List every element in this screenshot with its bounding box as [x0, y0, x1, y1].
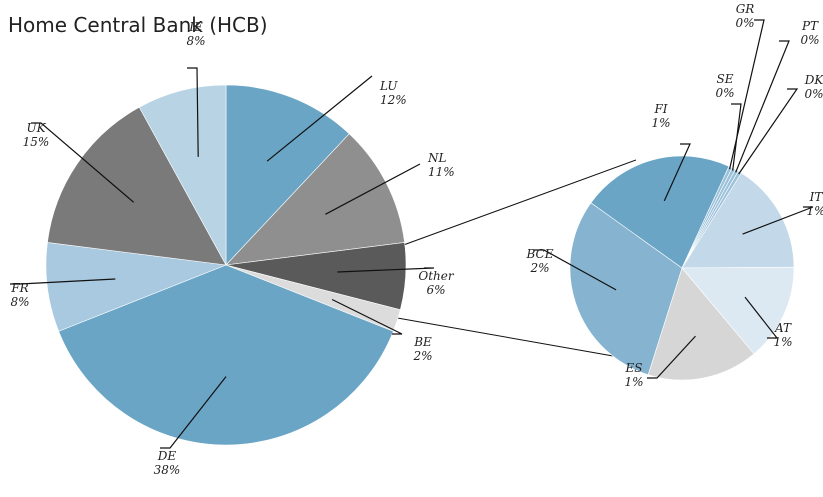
main-leader-uk: [31, 122, 135, 203]
other-label-es: ES: [625, 361, 643, 375]
other-slice-fi: [590, 155, 730, 269]
main-slice-de: [58, 264, 394, 446]
main-value-uk: 15%: [23, 135, 50, 149]
connector-lines: [385, 159, 637, 357]
main-leader-lu: [266, 75, 373, 162]
other-label-at: AT: [774, 321, 792, 335]
other-value-it: 1%: [806, 204, 823, 218]
main-slice-fr: [45, 242, 227, 332]
other-leader-at: [744, 296, 779, 339]
main-pie: [45, 84, 407, 446]
other-value-es: 1%: [624, 375, 643, 389]
connector-upper: [397, 159, 637, 248]
main-label-be: BE: [413, 335, 432, 349]
main-leader-be: [331, 298, 403, 335]
main-label-de: DE: [157, 449, 177, 463]
main-label-fr: FR: [10, 281, 28, 295]
other-label-bce: BCE: [526, 247, 554, 261]
main-value-de: 38%: [154, 463, 181, 477]
main-label-ie: IE: [188, 20, 203, 34]
main-value-ie: 8%: [186, 34, 205, 48]
other-leader-it: [742, 206, 814, 235]
main-value-nl: 11%: [428, 165, 455, 179]
connector-lower: [385, 315, 614, 357]
other-value-se: 0%: [715, 86, 734, 100]
main-slice-lu: [225, 84, 350, 266]
chart-title: Home Central Bank (HCB): [8, 13, 268, 37]
main-value-other: 6%: [426, 283, 445, 297]
other-value-fi: 1%: [651, 116, 670, 130]
other-label-dk: DK: [804, 73, 823, 87]
main-leader-ie: [187, 67, 199, 157]
other-slice-es: [647, 267, 755, 381]
other-leader-pt: [735, 40, 790, 173]
other-value-gr: 0%: [735, 16, 754, 30]
main-slice-uk: [47, 106, 227, 266]
other-leader-fi: [663, 143, 691, 202]
main-value-lu: 12%: [380, 93, 407, 107]
other-label-fi: FI: [653, 102, 667, 116]
other-value-bce: 2%: [529, 261, 549, 275]
other-slice-at: [681, 266, 795, 355]
other-label-gr: GR: [736, 2, 755, 16]
slice-labels: LU12%NL11%Other6%BE2%DE38%FR8%UK15%IE8%I…: [10, 2, 823, 477]
other-value-dk: 0%: [804, 87, 823, 101]
main-leader-other: [337, 267, 435, 273]
other-leader-es: [647, 335, 696, 379]
other-value-at: 1%: [773, 335, 792, 349]
main-slice-ie: [138, 84, 227, 266]
main-label-uk: UK: [26, 121, 46, 135]
main-leader-nl: [325, 163, 421, 215]
main-label-other: Other: [418, 269, 454, 283]
other-value-pt: 0%: [800, 33, 819, 47]
main-value-fr: 8%: [10, 295, 29, 309]
other-label-pt: PT: [801, 19, 819, 33]
other-leader-gr: [729, 19, 765, 170]
other-leader-se: [731, 103, 742, 171]
other-slice-it: [681, 172, 795, 269]
other-label-it: IT: [809, 190, 823, 204]
other-slice-bce: [569, 202, 683, 376]
other-label-se: SE: [717, 72, 734, 86]
other-leader-bce: [534, 249, 617, 291]
other-leader-dk: [738, 88, 799, 175]
main-label-nl: NL: [427, 151, 447, 165]
main-leader-de: [160, 376, 227, 449]
main-value-be: 2%: [412, 349, 432, 363]
main-slice-nl: [225, 133, 405, 266]
main-leader-fr: [10, 278, 116, 285]
main-label-lu: LU: [379, 79, 398, 93]
other-breakdown-pie: [569, 155, 795, 381]
